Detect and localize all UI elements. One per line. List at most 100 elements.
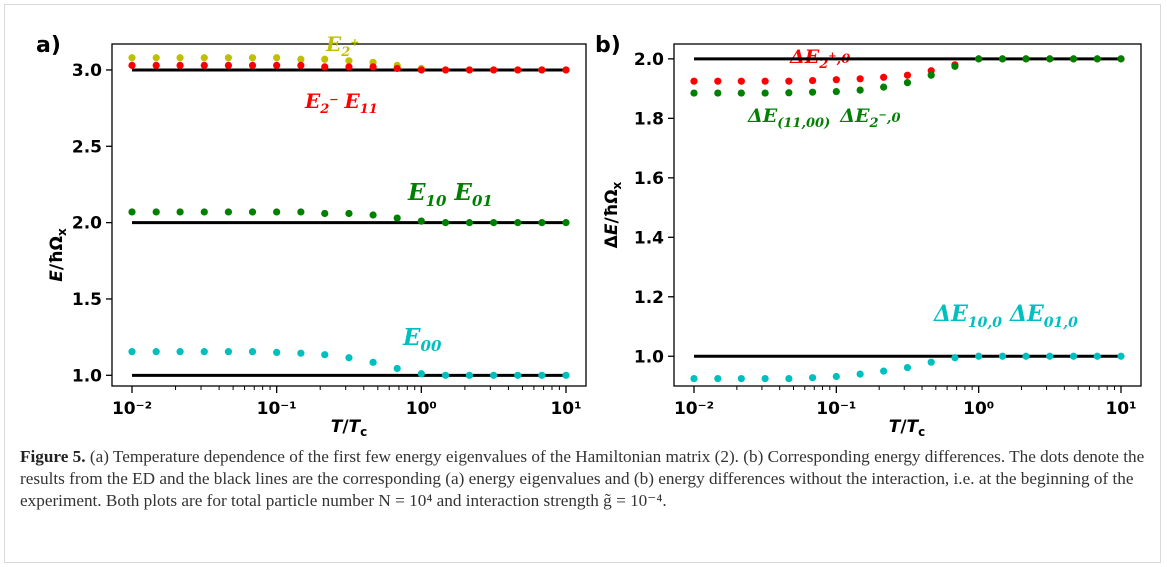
data-point bbox=[1069, 352, 1078, 360]
data-point bbox=[785, 374, 793, 383]
data-point bbox=[808, 76, 817, 85]
data-point bbox=[880, 83, 888, 91]
panel-b-marks: 1.0 1.2 1.4 1.6 1.8 2.0 10⁻² 10⁻¹ 10⁰ 10¹ bbox=[634, 50, 1137, 419]
y-tick-label: 1.2 bbox=[634, 288, 664, 308]
data-point bbox=[369, 211, 377, 219]
data-point bbox=[273, 54, 281, 62]
data-point bbox=[714, 77, 722, 85]
data-point bbox=[514, 219, 522, 227]
data-point bbox=[975, 55, 983, 63]
data-point bbox=[808, 374, 817, 382]
data-point bbox=[785, 77, 793, 85]
y-tick-label: 1.4 bbox=[634, 228, 664, 248]
data-point bbox=[761, 77, 769, 85]
data-point bbox=[393, 214, 401, 222]
data-point bbox=[297, 349, 305, 357]
data-point bbox=[345, 63, 353, 71]
data-point bbox=[176, 348, 184, 356]
data-point bbox=[1069, 55, 1078, 63]
y-tick-label: 1.0 bbox=[634, 347, 664, 367]
data-point bbox=[465, 66, 474, 74]
panel-b-ylabel: ΔE/ħΩx bbox=[602, 181, 624, 248]
data-point bbox=[737, 89, 745, 97]
data-point bbox=[128, 348, 136, 356]
data-point bbox=[1093, 352, 1101, 360]
data-point bbox=[1046, 55, 1054, 63]
data-point bbox=[369, 358, 377, 366]
data-point bbox=[441, 219, 450, 227]
data-point bbox=[880, 73, 888, 81]
panel-b-xlabel: T/Tc bbox=[889, 417, 926, 439]
panel-a-frame bbox=[111, 43, 587, 387]
data-point bbox=[297, 208, 305, 216]
x-tick-label: 10⁻¹ bbox=[816, 399, 856, 419]
data-point bbox=[152, 61, 160, 69]
data-point bbox=[562, 371, 570, 379]
data-point bbox=[200, 208, 208, 216]
data-point bbox=[832, 87, 840, 96]
data-point bbox=[562, 66, 570, 74]
panel-b-label: b) bbox=[595, 33, 621, 58]
data-point bbox=[176, 61, 184, 69]
panel-b-frame bbox=[673, 43, 1142, 387]
data-point bbox=[224, 61, 233, 69]
caption-text: (a) Temperature dependence of the first … bbox=[20, 447, 1145, 510]
data-point bbox=[490, 219, 498, 227]
caption-label: Figure 5. bbox=[20, 447, 86, 466]
data-point bbox=[345, 57, 353, 65]
data-point bbox=[690, 77, 698, 85]
data-point bbox=[200, 54, 208, 62]
data-point bbox=[490, 66, 498, 74]
data-point bbox=[785, 89, 793, 97]
data-point bbox=[856, 86, 864, 94]
y-tick-label: 3.0 bbox=[72, 61, 102, 81]
data-point bbox=[152, 54, 160, 62]
data-point bbox=[176, 208, 184, 216]
panel-a-marks: 1.0 1.5 2.0 2.5 3.0 10⁻² 10⁻¹ 10⁰ 10¹ bbox=[72, 54, 582, 419]
data-point bbox=[128, 61, 136, 69]
data-point bbox=[951, 354, 959, 362]
data-point bbox=[345, 354, 353, 362]
data-point bbox=[465, 219, 474, 227]
x-tick-label: 10⁰ bbox=[963, 399, 994, 419]
annotation-e00: E00 bbox=[402, 324, 442, 355]
data-point bbox=[128, 208, 136, 216]
x-tick-label: 10⁻² bbox=[674, 399, 714, 419]
data-point bbox=[248, 348, 257, 356]
data-point bbox=[856, 75, 864, 83]
data-point bbox=[903, 79, 912, 87]
data-point bbox=[714, 89, 722, 97]
data-point bbox=[538, 371, 546, 379]
y-tick-label: 1.0 bbox=[72, 366, 102, 386]
x-tick-label: 10¹ bbox=[550, 399, 581, 419]
data-point bbox=[538, 219, 546, 227]
data-point bbox=[1093, 55, 1101, 63]
data-point bbox=[1117, 55, 1125, 63]
data-point bbox=[273, 348, 281, 357]
y-tick-label: 2.0 bbox=[634, 50, 664, 70]
data-point bbox=[393, 64, 401, 73]
data-point bbox=[321, 209, 329, 218]
data-point bbox=[176, 54, 184, 62]
data-point bbox=[297, 61, 305, 69]
data-point bbox=[248, 208, 257, 216]
x-tick-label: 10¹ bbox=[1105, 399, 1136, 419]
annotation-de1100-de2minus0: ΔE(11,00) ΔE2−,0 bbox=[747, 105, 901, 131]
data-point bbox=[441, 66, 450, 74]
data-point bbox=[927, 358, 935, 366]
data-point bbox=[514, 371, 522, 379]
annotation-e2minus-e11: E2− E11 bbox=[304, 89, 378, 117]
data-point bbox=[761, 374, 769, 383]
data-point bbox=[690, 374, 698, 383]
data-point bbox=[248, 54, 257, 62]
data-point bbox=[998, 55, 1007, 63]
data-point bbox=[1046, 352, 1054, 360]
data-point bbox=[761, 89, 769, 97]
data-point bbox=[224, 208, 233, 216]
figure-caption: Figure 5. (a) Temperature dependence of … bbox=[20, 446, 1145, 512]
data-point bbox=[808, 88, 817, 96]
data-point bbox=[538, 66, 546, 74]
data-point bbox=[441, 371, 450, 379]
data-point bbox=[152, 348, 160, 356]
